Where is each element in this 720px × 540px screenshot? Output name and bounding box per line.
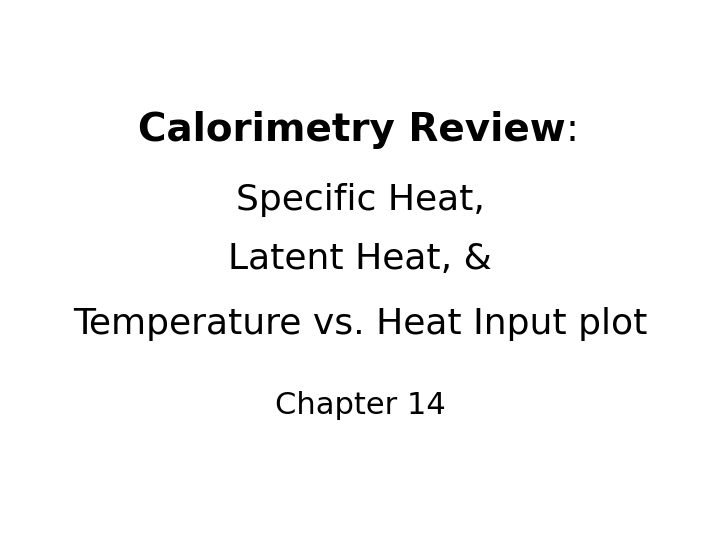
Text: Calorimetry Review: Calorimetry Review	[138, 111, 566, 148]
Text: Latent Heat, &: Latent Heat, &	[228, 242, 492, 276]
Text: Temperature vs. Heat Input plot: Temperature vs. Heat Input plot	[73, 307, 647, 341]
Text: Specific Heat,: Specific Heat,	[235, 183, 485, 217]
Text: :: :	[566, 111, 579, 148]
Text: Chapter 14: Chapter 14	[274, 390, 446, 420]
